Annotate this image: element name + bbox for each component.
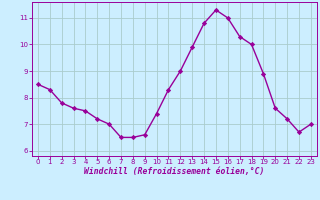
X-axis label: Windchill (Refroidissement éolien,°C): Windchill (Refroidissement éolien,°C)	[84, 167, 265, 176]
